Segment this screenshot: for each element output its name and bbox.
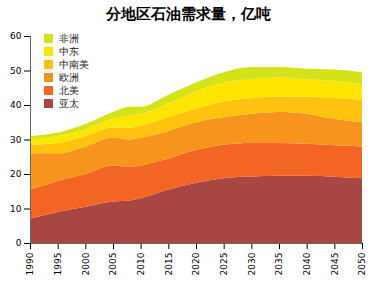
svg-text:2040: 2040 — [302, 252, 312, 275]
svg-text:2045: 2045 — [330, 253, 340, 276]
svg-text:2015: 2015 — [164, 253, 174, 276]
svg-text:60: 60 — [10, 31, 22, 41]
html-text:北美: 北美 — [59, 85, 79, 96]
svg-text:2005: 2005 — [108, 253, 118, 276]
html-text:欧洲: 欧洲 — [59, 72, 79, 83]
svg-text:10: 10 — [10, 204, 22, 214]
svg-text:20: 20 — [10, 169, 22, 179]
svg-text:2035: 2035 — [274, 253, 284, 276]
html-text:中东: 中东 — [59, 46, 79, 57]
html-text:中南美: 中南美 — [59, 59, 89, 70]
svg-text:40: 40 — [10, 100, 22, 110]
svg-text:2050: 2050 — [357, 252, 367, 275]
html-text:非洲: 非洲 — [59, 33, 79, 44]
svg-text:2020: 2020 — [191, 252, 201, 275]
svg-text:50: 50 — [10, 66, 22, 76]
svg-text:1990: 1990 — [25, 252, 35, 275]
svg-text:2000: 2000 — [81, 252, 91, 275]
svg-text:2030: 2030 — [247, 252, 257, 275]
svg-text:2025: 2025 — [219, 253, 229, 276]
html-text:亚太: 亚太 — [59, 98, 79, 109]
html-text:分地区石油需求量，亿吨: 分地区石油需求量，亿吨 — [105, 5, 271, 23]
svg-text:2010: 2010 — [136, 252, 146, 275]
svg-text:30: 30 — [10, 135, 22, 145]
svg-text:1995: 1995 — [53, 253, 63, 276]
svg-text:0: 0 — [16, 238, 22, 248]
